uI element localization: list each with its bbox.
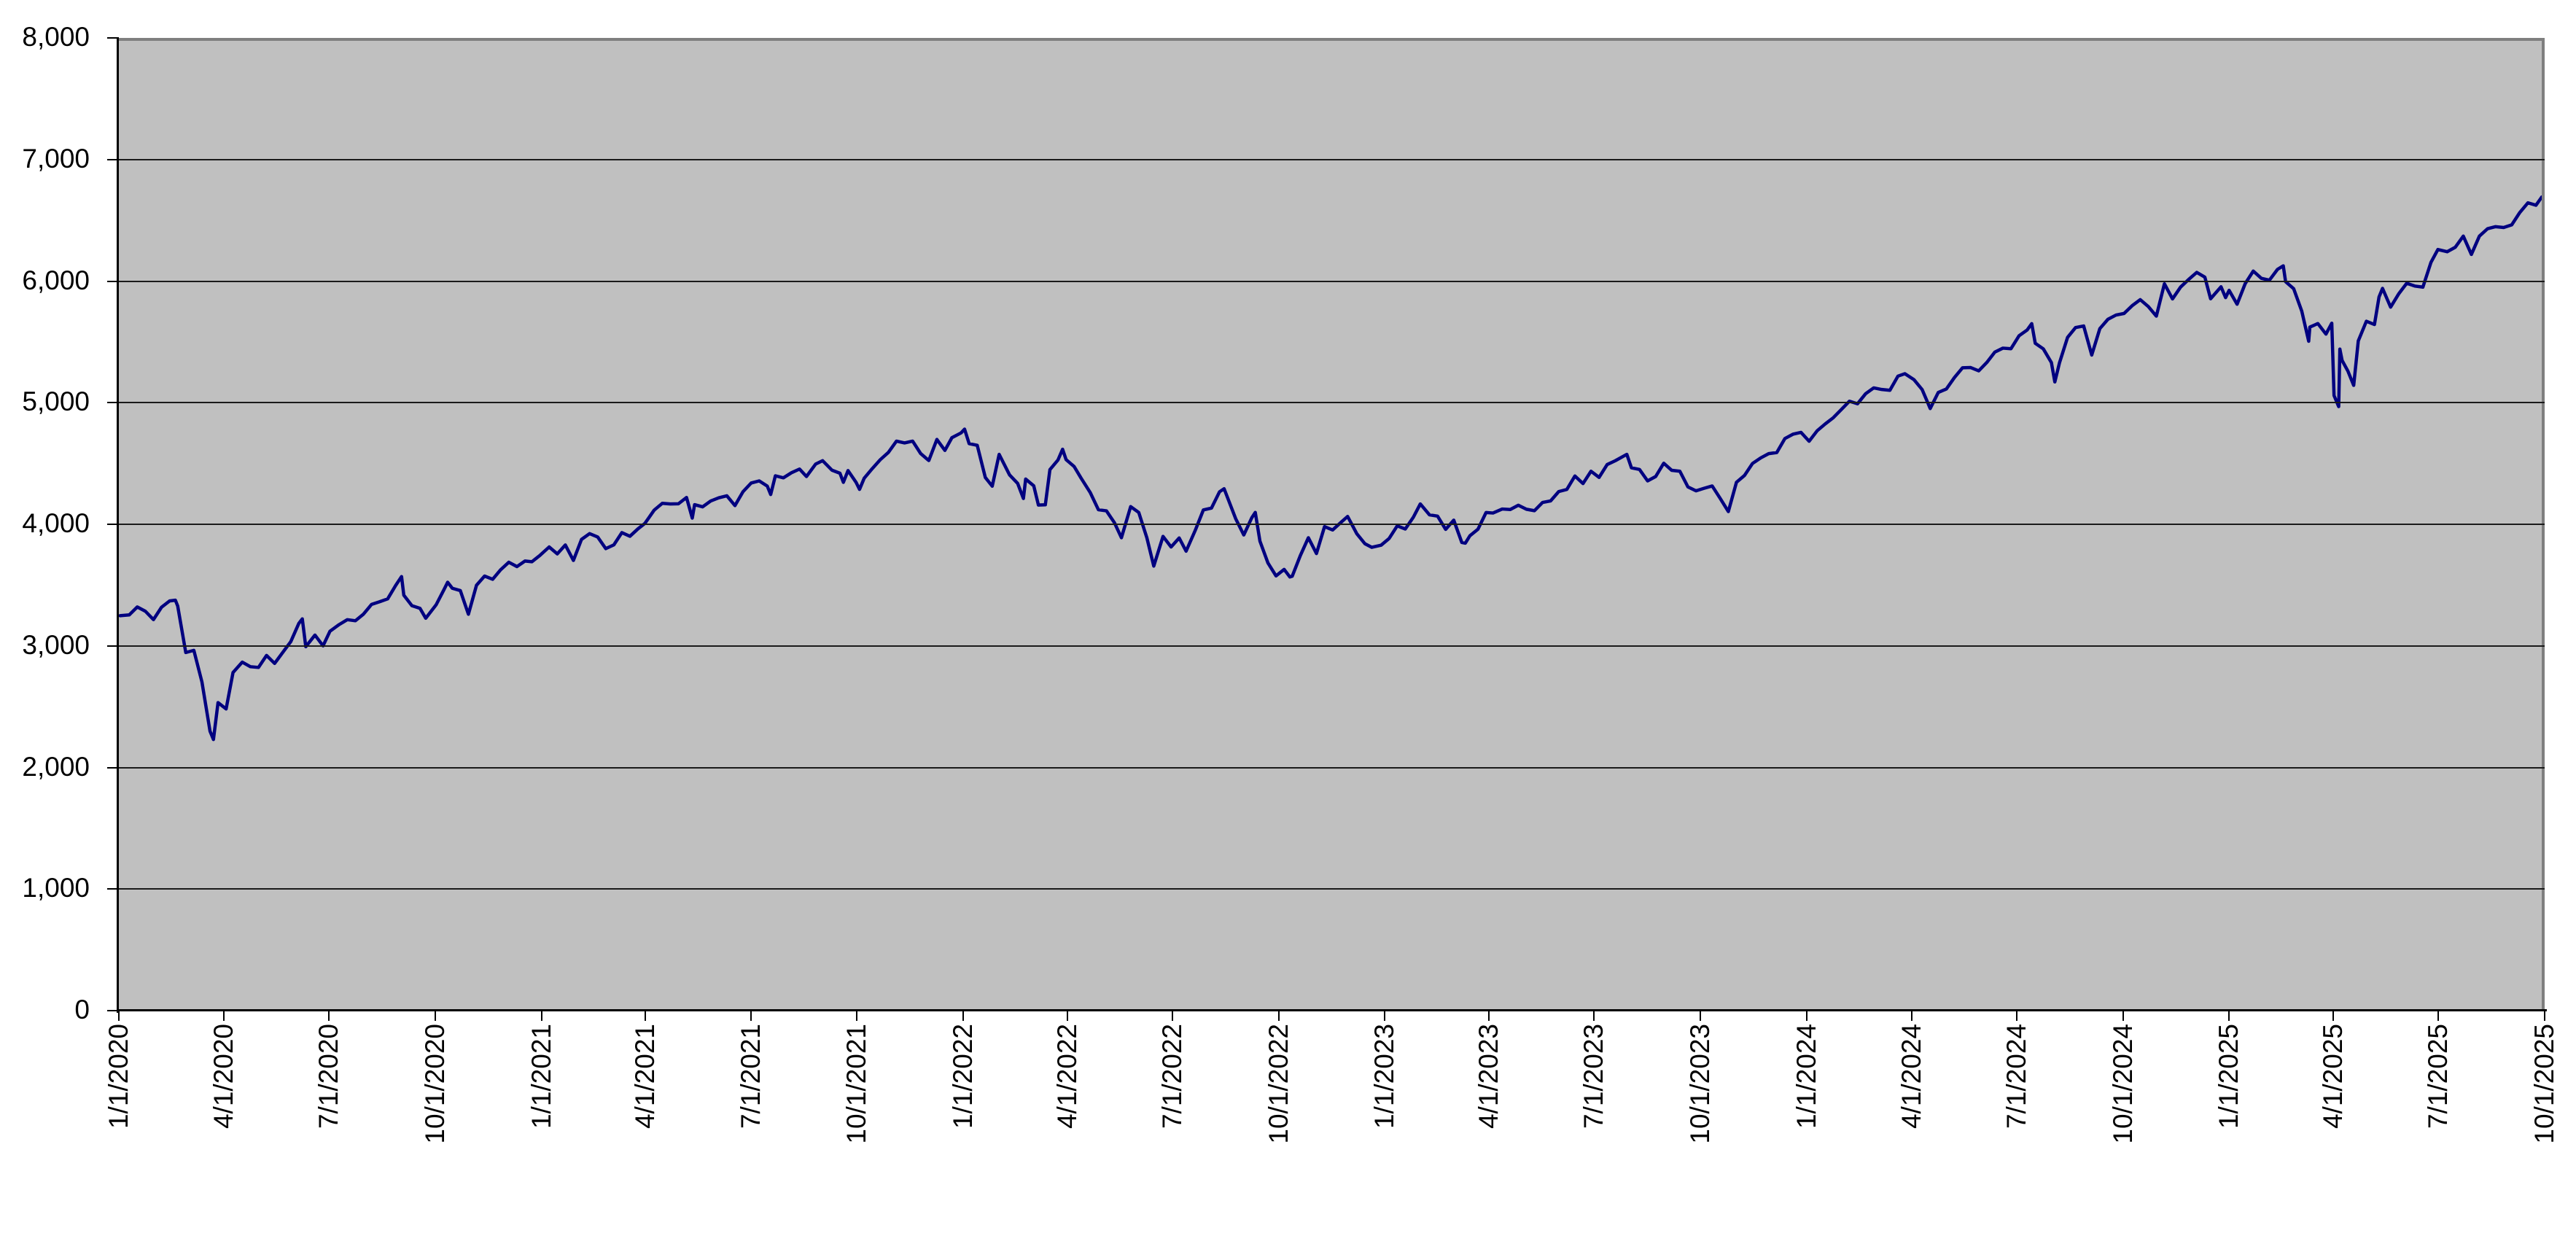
x-axis-tick-label: 7/1/2022 [1156, 1024, 1187, 1129]
y-axis-tick [107, 158, 119, 160]
y-axis-tick [107, 766, 119, 769]
x-axis-tick [2332, 1011, 2335, 1021]
y-axis-tick [107, 37, 119, 39]
x-axis-tick [2437, 1011, 2440, 1021]
x-axis-tick [1699, 1011, 1701, 1021]
x-axis-tick-label: 1/1/2024 [1791, 1024, 1821, 1129]
gridline [119, 888, 2545, 890]
x-axis-tick-label: 10/1/2022 [1263, 1024, 1293, 1144]
x-axis-tick-label: 10/1/2021 [841, 1024, 872, 1144]
x-axis-tick [1805, 1011, 1808, 1021]
x-axis-tick [1277, 1011, 1280, 1021]
x-axis-tick-label: 1/1/2021 [526, 1024, 556, 1129]
y-axis-tick [107, 524, 119, 525]
x-axis-tick [645, 1011, 647, 1021]
y-axis-tick [107, 402, 119, 404]
x-axis-tick [435, 1011, 437, 1021]
x-axis-tick [1593, 1011, 1595, 1021]
x-axis-tick-label: 1/1/2023 [1369, 1024, 1400, 1129]
x-axis-tick-label: 10/1/2025 [2529, 1024, 2559, 1144]
x-axis-tick-label: 7/1/2021 [735, 1024, 766, 1129]
x-axis-tick-label: 10/1/2020 [420, 1024, 451, 1144]
gridline [119, 645, 2545, 647]
y-axis-tick-label: 1,000 [22, 873, 90, 903]
y-axis-tick [107, 645, 119, 647]
x-axis-tick [1066, 1011, 1068, 1021]
gridline [119, 280, 2545, 282]
x-axis-tick [2228, 1011, 2230, 1021]
x-axis-tick-label: 10/1/2023 [1684, 1024, 1715, 1144]
x-axis-tick [1384, 1011, 1386, 1021]
y-axis-tick-label: 2,000 [22, 751, 90, 782]
gridline [119, 158, 2545, 160]
x-axis-tick-label: 4/1/2023 [1473, 1024, 1503, 1129]
x-axis-tick [118, 1011, 120, 1021]
x-axis-tick [1910, 1011, 1912, 1021]
y-axis-tick-label: 4,000 [22, 508, 90, 539]
x-axis-tick [2122, 1011, 2124, 1021]
x-axis-tick [223, 1011, 225, 1021]
x-axis-tick-label: 4/1/2022 [1051, 1024, 1082, 1129]
gridline [119, 524, 2545, 525]
y-axis-tick [107, 280, 119, 282]
y-axis-tick-label: 0 [74, 995, 90, 1025]
gridline [119, 402, 2545, 404]
x-axis-tick-label: 4/1/2020 [209, 1024, 239, 1129]
x-axis-tick-label: 4/1/2025 [2318, 1024, 2349, 1129]
x-axis-tick [856, 1011, 858, 1021]
x-axis-tick [1171, 1011, 1173, 1021]
x-axis-tick [328, 1011, 330, 1021]
x-axis-tick [750, 1011, 752, 1021]
x-axis-tick [1487, 1011, 1490, 1021]
y-axis-tick-label: 6,000 [22, 265, 90, 295]
x-axis-tick-label: 7/1/2024 [2001, 1024, 2031, 1129]
x-axis-tick-label: 10/1/2024 [2107, 1024, 2138, 1144]
x-axis-tick [540, 1011, 542, 1021]
y-axis-tick [107, 888, 119, 890]
x-axis-tick-label: 4/1/2024 [1896, 1024, 1926, 1129]
x-axis-tick-label: 7/1/2025 [2423, 1024, 2454, 1129]
y-axis-tick-label: 3,000 [22, 629, 90, 660]
x-axis-tick-label: 1/1/2022 [948, 1024, 978, 1129]
price-line [119, 195, 2542, 742]
x-axis-tick-label: 1/1/2020 [104, 1024, 133, 1129]
price-line-svg [119, 195, 2542, 742]
y-axis-tick-label: 8,000 [22, 22, 90, 53]
x-axis-tick-label: 7/1/2023 [1579, 1024, 1609, 1129]
y-axis-tick-label: 7,000 [22, 143, 90, 174]
y-axis-tick-label: 5,000 [22, 386, 90, 417]
x-axis-tick [2544, 1011, 2545, 1021]
x-axis-tick-label: 1/1/2025 [2214, 1024, 2244, 1129]
y-axis-line [117, 38, 119, 1013]
y-axis-tick [107, 1010, 119, 1011]
x-axis-tick-label: 4/1/2021 [630, 1024, 661, 1129]
x-axis-line [117, 1009, 2547, 1011]
gridline [119, 766, 2545, 769]
x-axis-tick [962, 1011, 965, 1021]
x-axis-tick-label: 7/1/2020 [314, 1024, 344, 1129]
x-axis-tick [2015, 1011, 2017, 1021]
